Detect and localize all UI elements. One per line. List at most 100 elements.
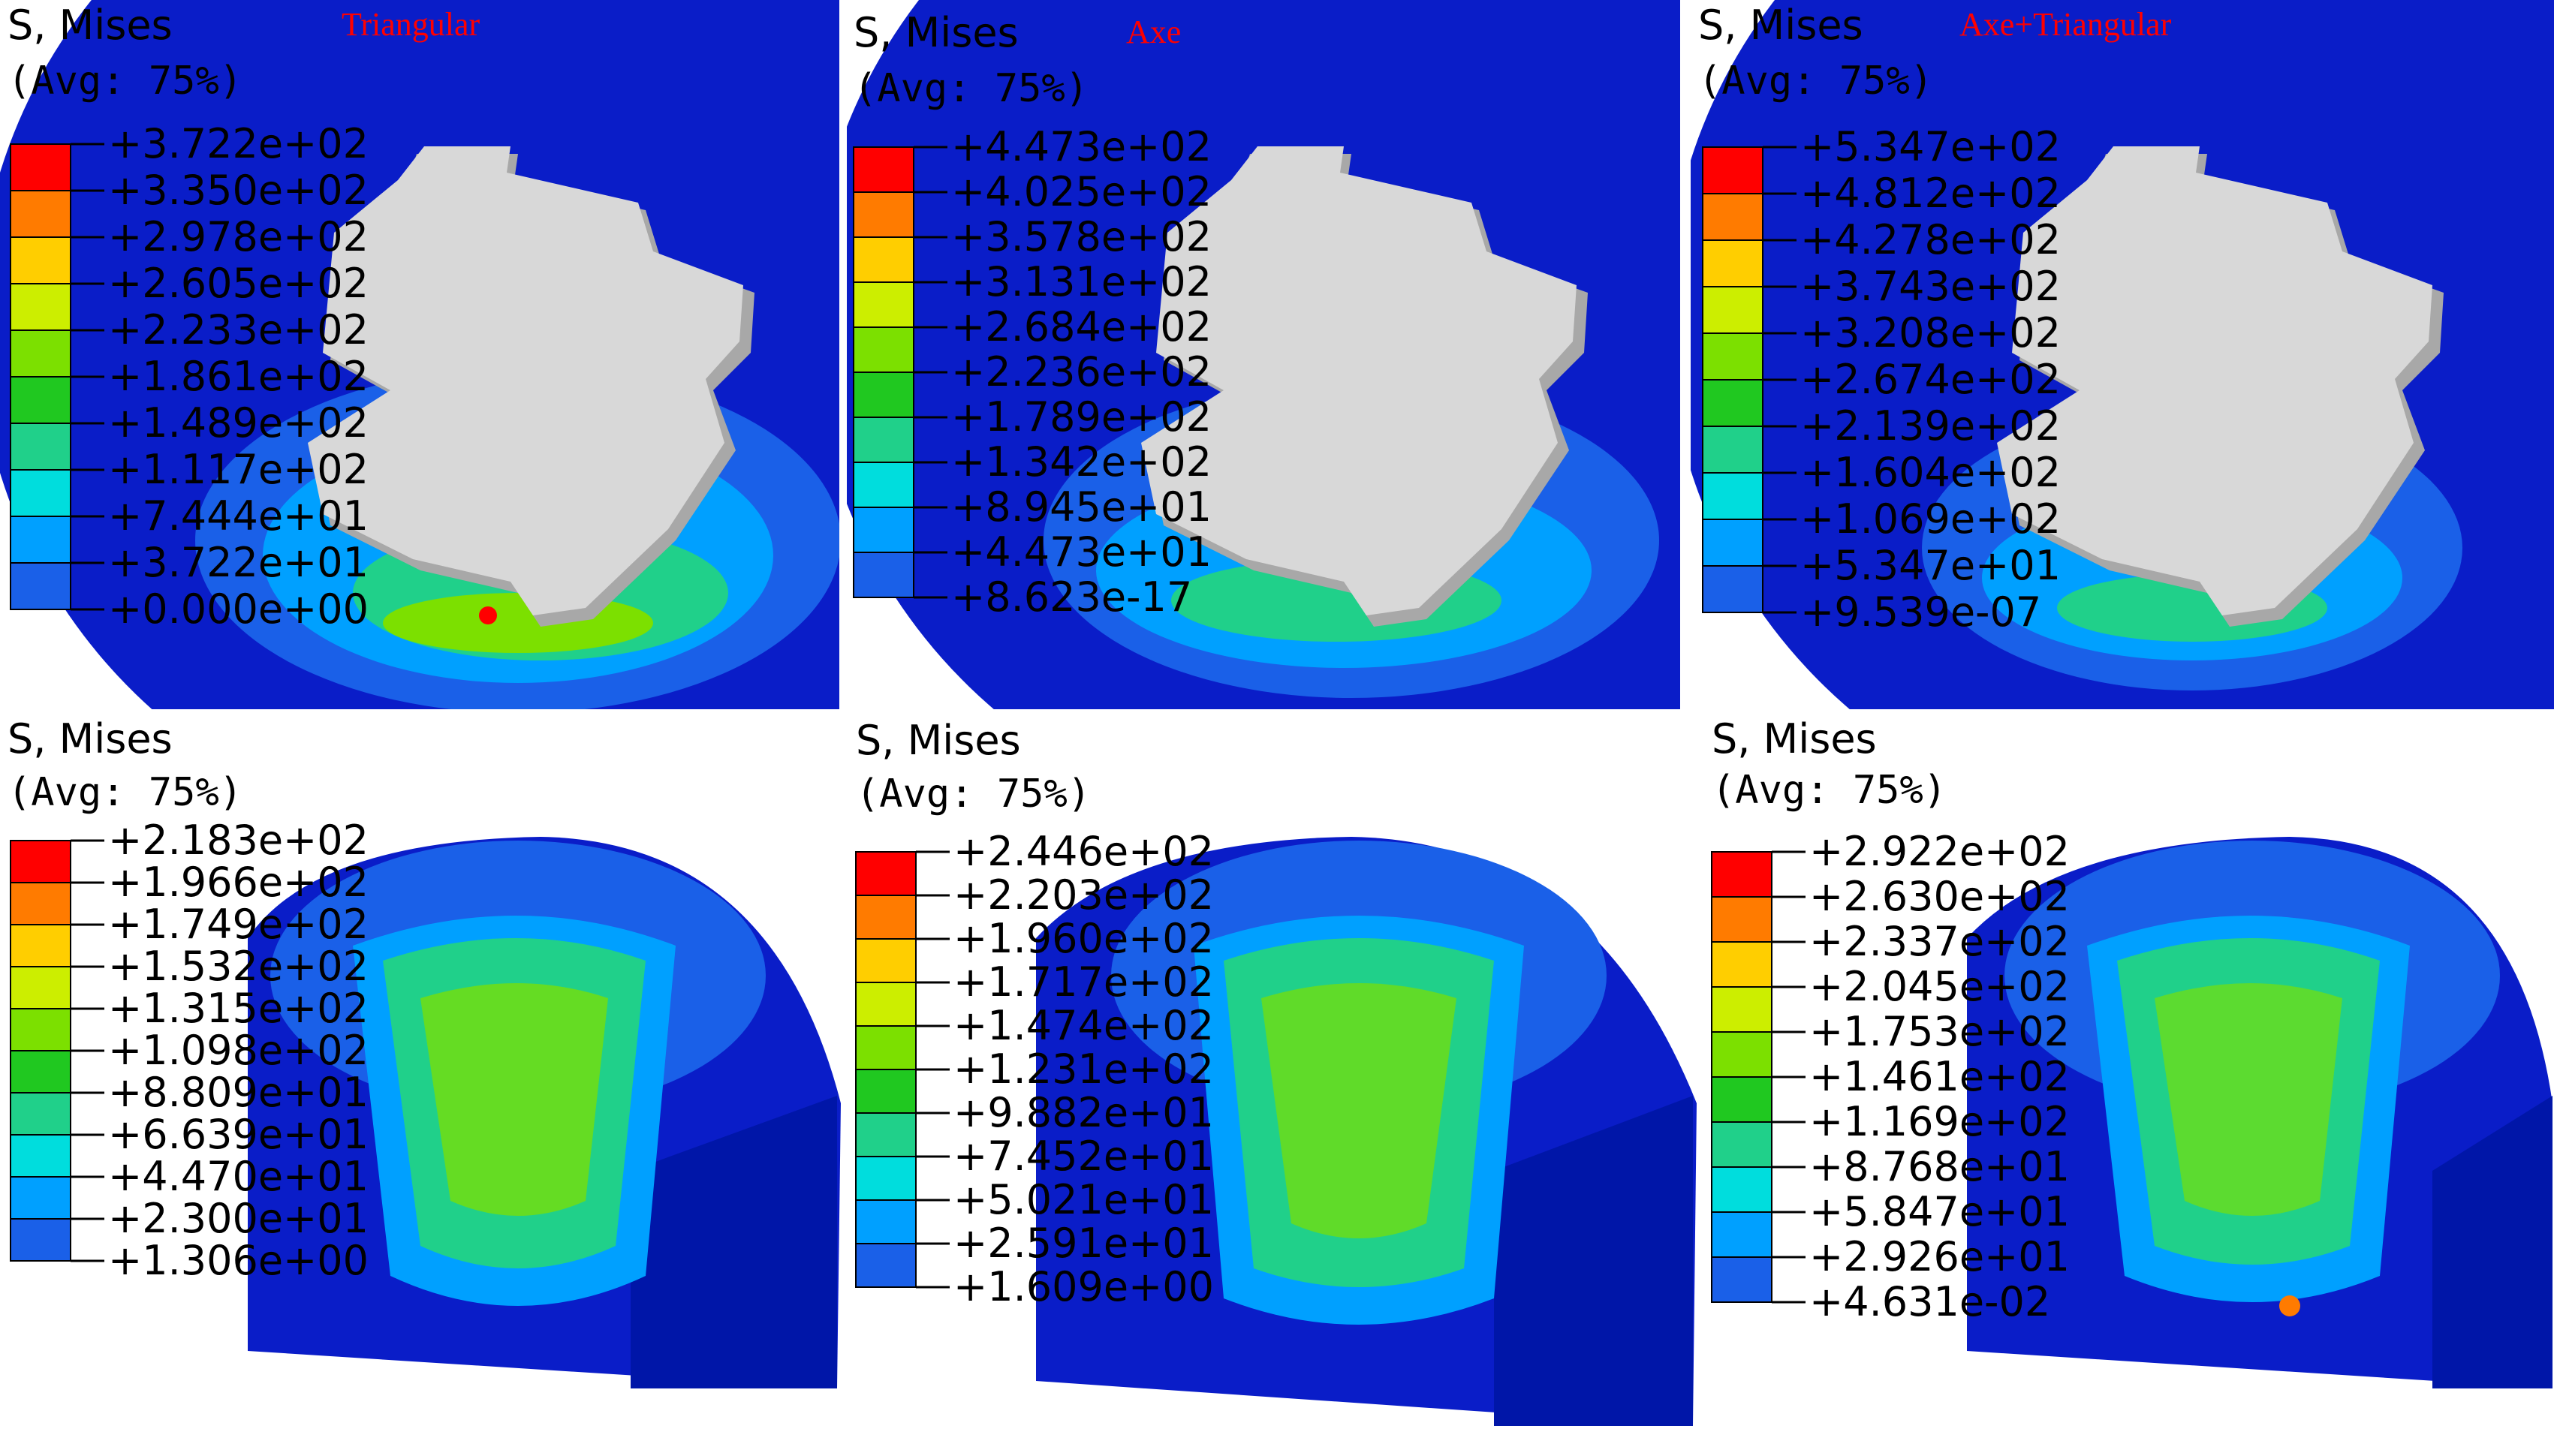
workpiece-cut-face <box>1494 1096 1693 1426</box>
legend-color-band <box>853 372 914 418</box>
legend-value: +1.315e+02 <box>108 985 369 1032</box>
legend-value: +3.578e+02 <box>951 213 1212 260</box>
legend-value: +1.489e+02 <box>108 399 369 447</box>
legend-color-band <box>1711 986 1772 1033</box>
legend-variable-label: S, Mises <box>8 715 173 763</box>
legend-value: +9.882e+01 <box>953 1089 1214 1136</box>
legend-value: +1.753e+02 <box>1809 1008 2070 1055</box>
legend-color-band <box>1711 1211 1772 1258</box>
legends-layer: S, Mises(Avg: 75%)Triangular+3.722e+02+3… <box>8 2 2172 1325</box>
cutting-tool <box>1997 146 2432 615</box>
legend-value: +1.461e+02 <box>1809 1053 2070 1100</box>
legend-color-band <box>1711 1166 1772 1213</box>
legend-color-band <box>10 1050 71 1094</box>
legend-value: +1.749e+02 <box>108 901 369 948</box>
legend-value: +2.183e+02 <box>108 817 369 864</box>
panel-title: Axe <box>1126 14 1181 50</box>
legend-color-band <box>10 1218 71 1262</box>
legend-value: +3.131e+02 <box>951 258 1212 305</box>
legend-averaging-label: (Avg: 75%) <box>8 770 242 815</box>
legend-value: +2.922e+02 <box>1809 828 2070 875</box>
legend-color-band <box>1702 286 1763 334</box>
legend-value: +2.684e+02 <box>951 303 1212 350</box>
legend-value: +0.000e+00 <box>108 585 369 633</box>
legend-color-band <box>1711 851 1772 898</box>
legend-color-band <box>10 1008 71 1051</box>
legend-value: +1.169e+02 <box>1809 1098 2070 1145</box>
legend-value: +2.446e+02 <box>953 828 1214 875</box>
legend-value: +3.722e+01 <box>108 539 369 586</box>
legend-color-band <box>1702 426 1763 474</box>
legend-value: +2.236e+02 <box>951 348 1212 396</box>
legend-color-band <box>855 938 917 983</box>
legend-averaging-label: (Avg: 75%) <box>856 772 1091 817</box>
legend-value: +6.639e+01 <box>108 1111 369 1158</box>
legend-color-band <box>10 1134 71 1178</box>
legend-value: +5.347e+02 <box>1800 123 2061 170</box>
workpiece-cut-face <box>2432 1096 2552 1388</box>
legend-color-band <box>10 966 71 1009</box>
panel-title: Axe+Triangular <box>1959 6 2172 43</box>
legend-variable-label: S, Mises <box>1698 2 1863 49</box>
legend-variable-label: S, Mises <box>856 717 1021 764</box>
legend-color-band <box>853 281 914 328</box>
legend-value: +2.300e+01 <box>108 1195 369 1242</box>
legend-value: +5.347e+01 <box>1800 542 2061 589</box>
panel-title: Triangular <box>342 6 480 43</box>
legend-value: +8.809e+01 <box>108 1069 369 1116</box>
legend-color-band <box>855 1243 917 1288</box>
workpiece-cut-face <box>631 1096 837 1388</box>
legend-value: +1.789e+02 <box>951 393 1212 441</box>
legend-color-band <box>1711 1256 1772 1303</box>
legend-value: +4.473e+02 <box>951 123 1212 170</box>
legend-color-band <box>1702 519 1763 567</box>
legend-variable-label: S, Mises <box>854 9 1019 56</box>
legend-value: +2.674e+02 <box>1800 356 2061 403</box>
cutting-tool <box>308 146 743 615</box>
legend-value: +8.623e-17 <box>951 573 1192 621</box>
stress-zone-core <box>1261 983 1456 1238</box>
model-top-right <box>1691 0 2554 709</box>
legend-color-band <box>1702 565 1763 613</box>
legend-value: +4.473e+01 <box>951 528 1212 576</box>
legend-bottom-middle: S, Mises(Avg: 75%)+2.446e+02+2.203e+02+1… <box>855 717 1214 1310</box>
cutting-tool <box>1141 146 1577 615</box>
legend-bottom-left: S, Mises(Avg: 75%)+2.183e+02+1.966e+02+1… <box>8 715 369 1284</box>
legend-value: +5.847e+01 <box>1809 1188 2070 1235</box>
legend-value: +1.117e+02 <box>108 446 369 493</box>
legend-value: +1.960e+02 <box>953 915 1214 962</box>
legend-color-band <box>10 840 71 883</box>
legend-value: +7.452e+01 <box>953 1133 1214 1180</box>
legend-variable-label: S, Mises <box>8 2 173 49</box>
legend-color-band <box>1711 1076 1772 1123</box>
legend-bottom-right: S, Mises(Avg: 75%)+2.922e+02+2.630e+02+2… <box>1711 715 2070 1325</box>
legend-value: +1.306e+00 <box>108 1237 369 1284</box>
legend-color-band <box>1702 472 1763 520</box>
legend-value: +2.337e+02 <box>1809 918 2070 965</box>
model-top-left <box>0 0 839 709</box>
legend-value: +5.021e+01 <box>953 1176 1214 1223</box>
legend-color-band <box>1711 896 1772 943</box>
legend-color-band <box>10 283 71 331</box>
legend-color-band <box>853 417 914 463</box>
legend-value: +1.069e+02 <box>1800 495 2061 543</box>
model-bottom-right <box>1967 837 2552 1388</box>
stress-zone-core <box>2155 983 2342 1216</box>
legend-averaging-label: (Avg: 75%) <box>854 66 1089 111</box>
legend-value: +4.470e+01 <box>108 1153 369 1200</box>
legend-color-band <box>855 982 917 1027</box>
legend-variable-label: S, Mises <box>1712 715 1877 763</box>
legend-color-band <box>10 469 71 517</box>
legend-color-band <box>855 1112 917 1157</box>
legend-value: +3.743e+02 <box>1800 263 2061 310</box>
legend-color-band <box>855 851 917 896</box>
legend-color-band <box>1711 1121 1772 1168</box>
legend-color-band <box>1702 379 1763 427</box>
legend-color-band <box>10 423 71 471</box>
legend-value: +2.203e+02 <box>953 871 1214 919</box>
stress-peak <box>2279 1295 2300 1316</box>
legend-color-band <box>10 562 71 610</box>
legend-color-band <box>1702 193 1763 241</box>
legend-value: +1.609e+00 <box>953 1263 1214 1310</box>
